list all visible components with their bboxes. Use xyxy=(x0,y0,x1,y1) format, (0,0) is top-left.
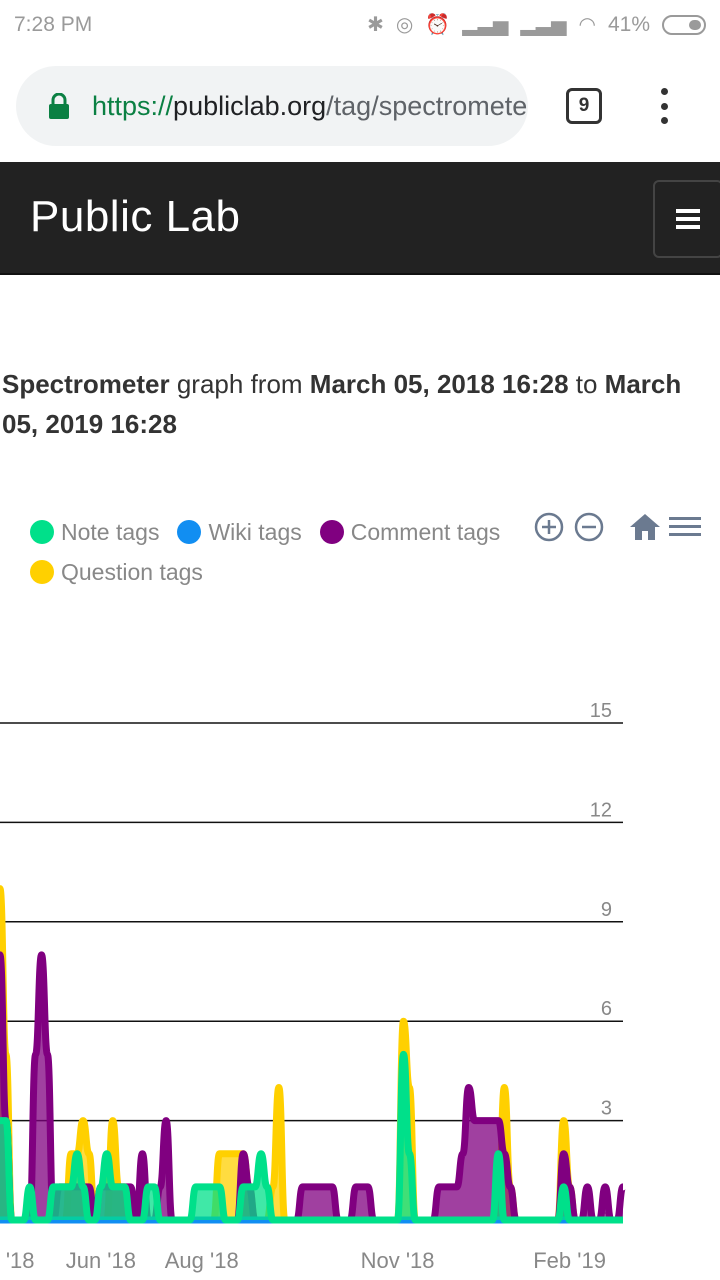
url-host: publiclab.org xyxy=(173,90,327,121)
x-tick-label: Jun '18 xyxy=(66,1248,136,1273)
legend-item-comment[interactable]: Comment tags xyxy=(319,512,501,552)
lock-icon xyxy=(49,93,69,119)
tab-switcher-button[interactable]: 9 xyxy=(566,88,602,124)
legend-dot-comment xyxy=(319,520,344,544)
menu-icon[interactable] xyxy=(668,512,702,542)
legend-dot-wiki xyxy=(177,520,202,544)
legend-label-comment: Comment tags xyxy=(350,518,501,545)
battery-icon xyxy=(662,15,706,35)
signal-icon: ▂▃▅ xyxy=(462,14,509,36)
bluetooth-icon: ✱ xyxy=(367,14,384,36)
heading-to-date: March 05, 2019 16:28 xyxy=(2,369,682,439)
series-area-comment xyxy=(0,954,623,1220)
x-tick-label: Apr '18 xyxy=(0,1248,35,1273)
y-tick-label: 6 xyxy=(601,998,612,1020)
signal-2-icon: ▂▃▅ xyxy=(520,14,567,36)
browser-menu-icon[interactable] xyxy=(650,86,678,126)
x-tick-label: Nov '18 xyxy=(361,1248,435,1273)
heading-sep: to xyxy=(568,369,605,399)
chart-legend: Note tags Wiki tags Comment tags Question … xyxy=(30,512,530,592)
wifi-icon: ◠ xyxy=(578,14,596,36)
url-text: https://publiclab.org/tag/spectrometer xyxy=(92,91,528,122)
y-tick-label: 3 xyxy=(601,1098,612,1120)
legend-dot-question xyxy=(30,560,54,584)
zoom-in-icon[interactable] xyxy=(534,512,564,542)
legend-item-note[interactable]: Note tags xyxy=(30,512,159,552)
heading-from-date: March 05, 2018 16:28 xyxy=(309,369,569,399)
url-path: /tag/spectrometer xyxy=(326,90,528,121)
alarm-icon: ⏰ xyxy=(425,14,451,36)
hamburger-menu-icon[interactable] xyxy=(653,180,720,258)
series-line-question xyxy=(0,885,623,1224)
address-bar[interactable]: https://publiclab.org/tag/spectrometer xyxy=(16,66,528,146)
legend-dot-note xyxy=(30,520,54,544)
tab-count: 9 xyxy=(578,95,590,116)
status-icons: ✱ ◎ ⏰ ▂▃▅ ▂▃▅ ◠ 41% xyxy=(367,13,706,37)
heading-middle: graph from xyxy=(169,369,310,399)
graph-heading: Spectrometer graph from March 05, 2018 1… xyxy=(2,364,720,444)
x-tick-label: Feb '19 xyxy=(533,1248,606,1273)
legend-item-wiki[interactable]: Wiki tags xyxy=(177,512,302,552)
y-tick-label: 9 xyxy=(601,899,612,921)
series-line-note xyxy=(0,1050,623,1224)
chart-toolbar xyxy=(534,512,714,546)
battery-percent: 41% xyxy=(607,13,650,36)
legend-label-question: Question tags xyxy=(61,558,203,585)
zoom-out-icon[interactable] xyxy=(574,512,604,542)
site-navbar: Public Lab xyxy=(0,162,720,275)
legend-label-wiki: Wiki tags xyxy=(208,518,302,545)
brand-logo-text[interactable]: Public Lab xyxy=(30,192,241,241)
legend-item-question[interactable]: Question tags xyxy=(30,552,203,592)
url-scheme: https:// xyxy=(92,90,174,121)
browser-toolbar: https://publiclab.org/tag/spectrometer 9 xyxy=(0,50,720,162)
status-bar: 7:28 PM ✱ ◎ ⏰ ▂▃▅ ▂▃▅ ◠ 41% xyxy=(0,0,720,50)
home-icon[interactable] xyxy=(628,512,662,542)
y-tick-label: 12 xyxy=(590,799,612,821)
y-tick-label: 15 xyxy=(590,700,612,722)
legend-label-note: Note tags xyxy=(61,518,160,545)
heading-tag: Spectrometer xyxy=(2,369,170,399)
status-time: 7:28 PM xyxy=(14,13,93,36)
x-tick-label: Aug '18 xyxy=(165,1248,239,1273)
vibrate-icon: ◎ xyxy=(395,14,414,36)
